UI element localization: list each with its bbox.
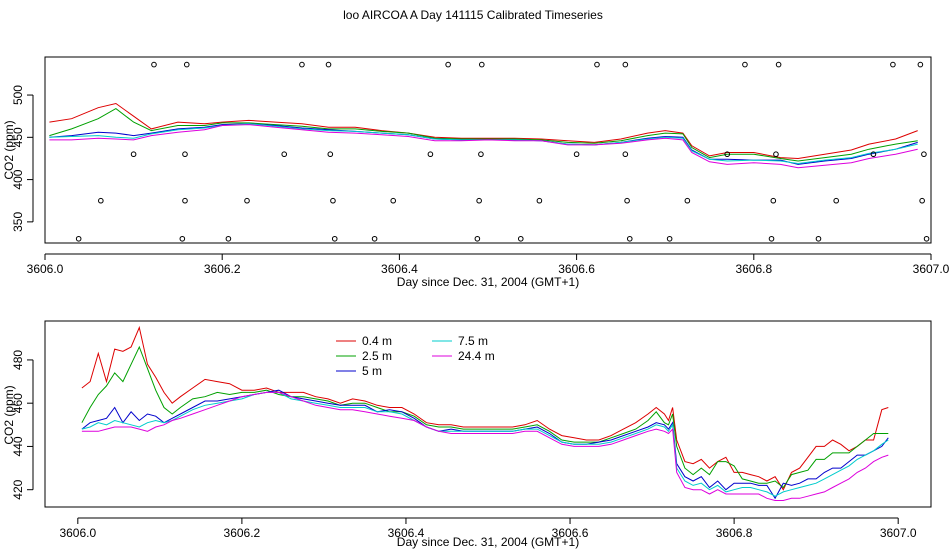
- bot-x-tick-label: 3606.6: [552, 526, 589, 540]
- top-plot-frame: [44, 56, 932, 244]
- bot-y-tick-label: 480: [11, 350, 25, 370]
- top-series-line: [49, 124, 918, 169]
- marker-point: [517, 235, 524, 242]
- marker-point: [773, 151, 779, 158]
- marker-point: [225, 235, 232, 242]
- marker-point: [815, 235, 822, 242]
- marker-point: [130, 151, 137, 158]
- marker-point: [921, 151, 927, 158]
- top-x-tick-label: 3606.8: [735, 262, 772, 276]
- bottom-x-axis-label: Day since Dec. 31, 2004 (GMT+1): [397, 535, 579, 549]
- marker-point: [724, 151, 731, 158]
- marker-point: [330, 197, 336, 204]
- marker-point: [445, 61, 451, 68]
- marker-point: [594, 61, 600, 68]
- marker-point: [890, 61, 896, 68]
- marker-point: [626, 235, 633, 242]
- marker-point: [870, 151, 877, 158]
- top-axes: 3606.0 3606.2 3606.4 3606.6 3606.8 3607.0 350 4…: [11, 85, 950, 276]
- marker-point: [325, 61, 332, 68]
- bot-series-line: [81, 389, 889, 500]
- marker-point: [182, 151, 188, 158]
- top-series-line: [49, 102, 918, 160]
- top-panel: 3606.0 3606.2 3606.4 3606.6 3606.8 3607.0 350 4…: [2, 56, 950, 289]
- legend-label: 5 m: [362, 364, 382, 378]
- bottom-series-group: [81, 325, 889, 501]
- bot-series-line: [81, 345, 889, 489]
- top-x-tick-label: 3607.0: [913, 262, 950, 276]
- marker-point: [478, 151, 484, 158]
- marker-point: [478, 61, 485, 68]
- marker-point: [573, 151, 580, 158]
- bottom-axes: 3606.0 3606.2 3606.4 3606.6 3606.8 3607.0 420 4…: [11, 350, 917, 540]
- marker-point: [299, 61, 305, 68]
- bot-series-line: [81, 391, 889, 501]
- figure-title: loo AIRCOA A Day 141115 Calibrated Times…: [343, 8, 603, 22]
- marker-point: [622, 151, 629, 158]
- top-x-tick-label: 3606.6: [558, 262, 595, 276]
- marker-point: [474, 235, 481, 242]
- bot-x-tick-label: 3606.8: [716, 526, 753, 540]
- marker-point: [331, 235, 338, 242]
- bot-y-tick-label: 460: [11, 393, 25, 413]
- top-x-axis-label: Day since Dec. 31, 2004 (GMT+1): [397, 275, 579, 289]
- bot-x-tick-label: 3606.2: [224, 526, 261, 540]
- marker-point: [390, 197, 396, 204]
- marker-point: [622, 61, 629, 68]
- bot-series-line: [81, 325, 889, 491]
- legend-label: 2.5 m: [362, 349, 392, 363]
- top-y-tick-label: 350: [11, 212, 25, 232]
- marker-point: [151, 61, 157, 68]
- marker-point: [624, 197, 630, 204]
- marker-point: [182, 197, 188, 204]
- marker-point: [768, 235, 775, 242]
- marker-point: [371, 235, 378, 242]
- bottom-y-axis-label: CO2 (ppm): [2, 385, 16, 444]
- marker-point: [427, 151, 434, 158]
- legend-label: 24.4 m: [458, 349, 495, 363]
- top-y-tick-label: 500: [11, 85, 25, 105]
- top-x-tick-label: 3606.2: [204, 262, 241, 276]
- marker-point: [742, 61, 748, 68]
- marker-point: [770, 197, 777, 204]
- top-y-axis-label: CO2 (ppm): [2, 120, 16, 179]
- marker-point: [183, 61, 190, 68]
- bot-y-tick-label: 440: [11, 436, 25, 456]
- marker-point: [179, 235, 186, 242]
- top-series-line: [49, 108, 918, 162]
- marker-point: [919, 197, 925, 204]
- marker-point: [833, 197, 839, 204]
- bot-x-tick-label: 3607.0: [880, 526, 917, 540]
- marker-point: [923, 235, 930, 242]
- marker-point: [775, 61, 782, 68]
- bot-series-line: [81, 391, 889, 497]
- legend-label: 0.4 m: [362, 334, 392, 348]
- marker-point: [917, 61, 924, 68]
- bot-x-tick-label: 3606.4: [388, 526, 425, 540]
- top-y-tick-label: 450: [11, 127, 25, 147]
- bottom-panel: 3606.0 3606.2 3606.4 3606.6 3606.8 3607.0 420 4…: [2, 320, 932, 549]
- bot-x-tick-label: 3606.0: [59, 526, 96, 540]
- top-series-group: [49, 102, 918, 169]
- marker-point: [75, 235, 82, 242]
- bottom-legend: 0.4 m 7.5 m 2.5 m 24.4 m 5 m: [336, 334, 495, 378]
- marker-point: [476, 197, 482, 204]
- marker-point: [536, 197, 543, 204]
- marker-point: [244, 197, 250, 204]
- marker-point: [281, 151, 288, 158]
- marker-point: [98, 197, 104, 204]
- marker-point: [327, 151, 334, 158]
- top-y-tick-label: 400: [11, 169, 25, 189]
- top-x-tick-label: 3606.4: [381, 262, 418, 276]
- marker-point: [666, 235, 673, 242]
- bot-y-tick-label: 420: [11, 479, 25, 499]
- marker-point: [684, 197, 691, 204]
- top-x-tick-label: 3606.0: [27, 262, 64, 276]
- top-markers-group: [75, 61, 930, 242]
- bottom-plot-frame: [44, 320, 932, 508]
- legend-label: 7.5 m: [458, 334, 488, 348]
